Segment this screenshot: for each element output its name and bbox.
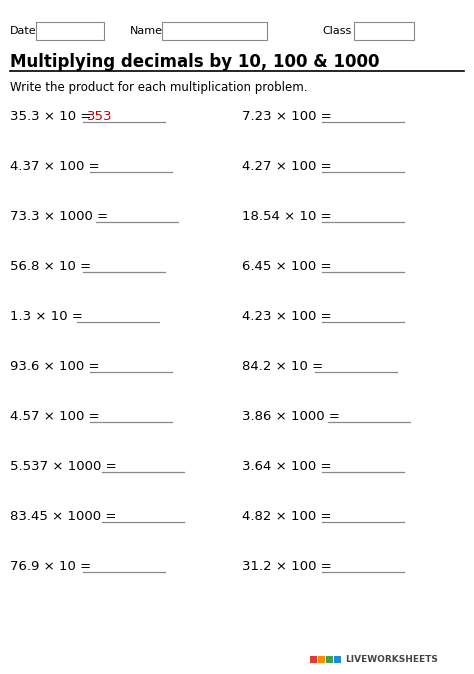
FancyBboxPatch shape xyxy=(36,22,104,40)
Text: 76.9 × 10 =: 76.9 × 10 = xyxy=(10,559,91,572)
Text: LIVEWORKSHEETS: LIVEWORKSHEETS xyxy=(345,655,438,664)
FancyBboxPatch shape xyxy=(162,22,267,40)
Text: 4.57 × 100 =: 4.57 × 100 = xyxy=(10,410,100,423)
Text: 31.2 × 100 =: 31.2 × 100 = xyxy=(242,559,332,572)
Text: 3.64 × 100 =: 3.64 × 100 = xyxy=(242,460,331,472)
Text: 3.86 × 1000 =: 3.86 × 1000 = xyxy=(242,410,340,423)
Text: Multiplying decimals by 10, 100 & 1000: Multiplying decimals by 10, 100 & 1000 xyxy=(10,53,380,71)
Text: Class: Class xyxy=(322,26,351,36)
FancyBboxPatch shape xyxy=(310,656,317,663)
Text: 4.37 × 100 =: 4.37 × 100 = xyxy=(10,160,100,173)
Text: Name: Name xyxy=(130,26,163,36)
Text: 18.54 × 10 =: 18.54 × 10 = xyxy=(242,210,332,222)
Text: 83.45 × 1000 =: 83.45 × 1000 = xyxy=(10,510,117,522)
Text: 4.82 × 100 =: 4.82 × 100 = xyxy=(242,510,331,522)
FancyBboxPatch shape xyxy=(318,656,325,663)
Text: 56.8 × 10 =: 56.8 × 10 = xyxy=(10,259,91,272)
Text: 6.45 × 100 =: 6.45 × 100 = xyxy=(242,259,331,272)
FancyBboxPatch shape xyxy=(334,656,341,663)
Text: 84.2 × 10 =: 84.2 × 10 = xyxy=(242,359,323,373)
Text: 4.23 × 100 =: 4.23 × 100 = xyxy=(242,309,332,322)
Text: Write the product for each multiplication problem.: Write the product for each multiplicatio… xyxy=(10,82,308,94)
FancyBboxPatch shape xyxy=(326,656,333,663)
Text: 5.537 × 1000 =: 5.537 × 1000 = xyxy=(10,460,117,472)
Text: 35.3 × 10 =: 35.3 × 10 = xyxy=(10,109,91,123)
Text: Date: Date xyxy=(10,26,36,36)
Text: 1.3 × 10 =: 1.3 × 10 = xyxy=(10,309,83,322)
Text: 7.23 × 100 =: 7.23 × 100 = xyxy=(242,109,332,123)
Text: 353: 353 xyxy=(87,109,113,123)
FancyBboxPatch shape xyxy=(354,22,414,40)
Text: 93.6 × 100 =: 93.6 × 100 = xyxy=(10,359,100,373)
Text: 4.27 × 100 =: 4.27 × 100 = xyxy=(242,160,332,173)
Text: 73.3 × 1000 =: 73.3 × 1000 = xyxy=(10,210,108,222)
